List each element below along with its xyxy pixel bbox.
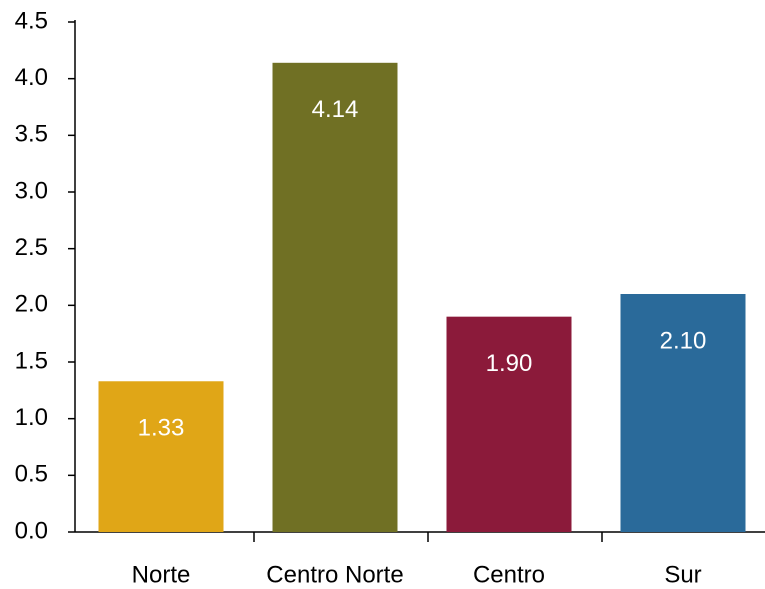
bar bbox=[446, 316, 572, 532]
y-tick-label: 4.5 bbox=[15, 7, 48, 34]
data-label: 1.33 bbox=[138, 415, 185, 442]
y-tick-label: 2.0 bbox=[15, 291, 48, 318]
bar bbox=[620, 294, 746, 532]
y-tick-label: 1.0 bbox=[15, 404, 48, 431]
bar bbox=[98, 381, 224, 532]
data-label: 4.14 bbox=[312, 96, 359, 123]
y-tick-label: 4.0 bbox=[15, 64, 48, 91]
data-label: 2.10 bbox=[660, 327, 707, 354]
y-tick-label: 0.5 bbox=[15, 461, 48, 488]
data-label: 1.90 bbox=[486, 350, 533, 377]
bar bbox=[272, 62, 398, 533]
x-tick-label: Sur bbox=[664, 561, 701, 588]
y-tick-label: 3.5 bbox=[15, 121, 48, 148]
y-tick-label: 2.5 bbox=[15, 234, 48, 261]
x-tick-label: Centro Norte bbox=[266, 561, 403, 588]
y-tick-label: 0.0 bbox=[15, 517, 48, 544]
x-tick-label: Centro bbox=[473, 561, 545, 588]
y-tick-label: 1.5 bbox=[15, 347, 48, 374]
y-tick-label: 3.0 bbox=[15, 177, 48, 204]
x-tick-label: Norte bbox=[132, 561, 191, 588]
